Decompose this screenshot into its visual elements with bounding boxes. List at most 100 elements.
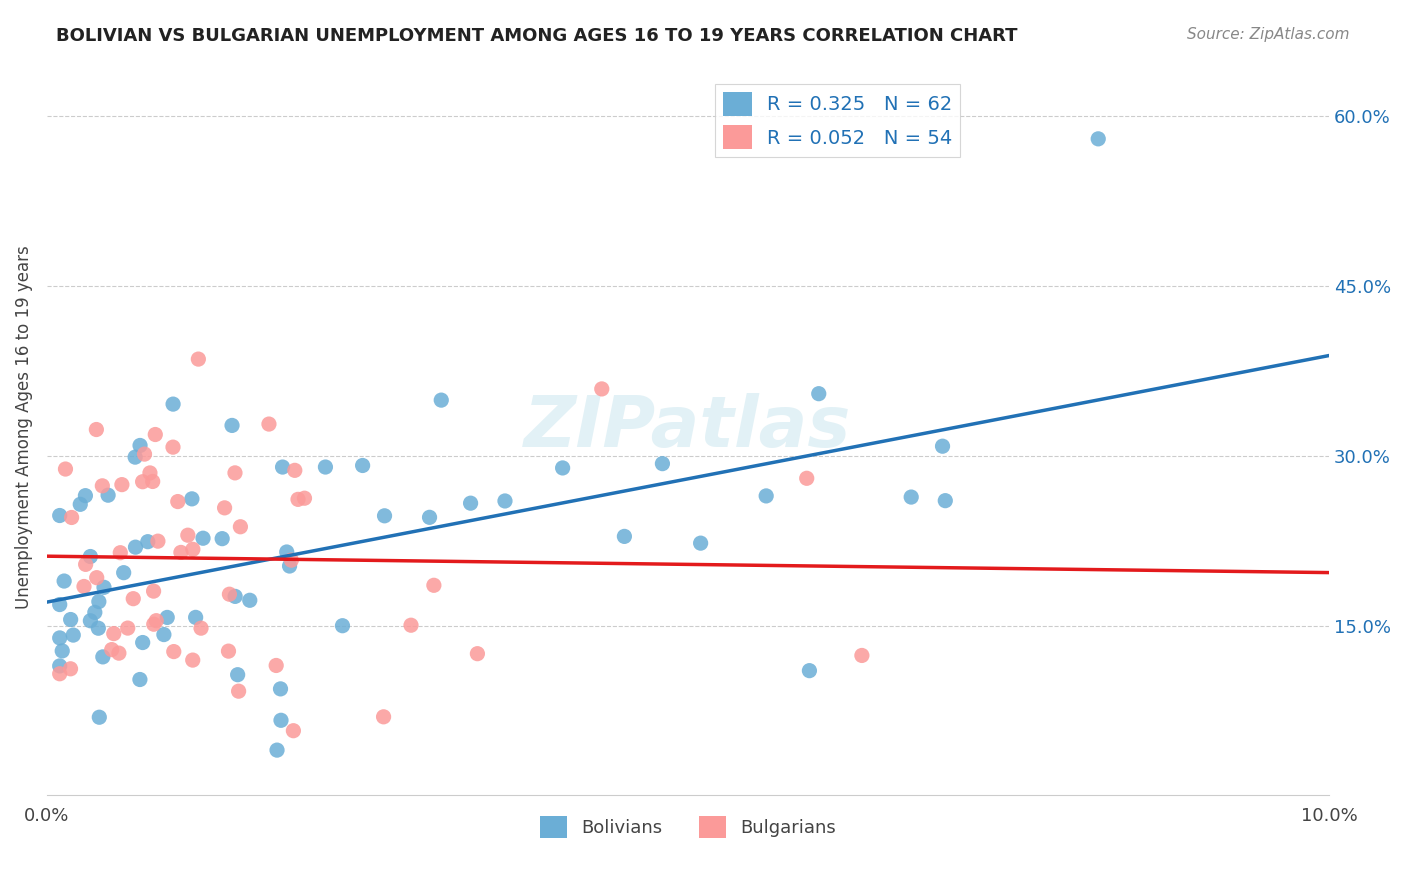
Point [162, 397, 184, 411]
Point [59, 662, 82, 676]
Point [79, 614, 101, 628]
Point [75, 489, 97, 503]
Point [270, 714, 292, 728]
Point [314, 460, 336, 475]
Point [55, 462, 77, 476]
Point [142, 475, 165, 489]
Point [796, 471, 818, 485]
Point [229, 520, 252, 534]
Point [181, 653, 204, 667]
Point [156, 610, 179, 624]
Text: Source: ZipAtlas.com: Source: ZipAtlas.com [1187, 27, 1350, 42]
Point [75, 558, 97, 572]
Point [221, 418, 243, 433]
Point [430, 393, 453, 408]
Point [136, 534, 159, 549]
Point [280, 553, 302, 567]
Point [59, 613, 82, 627]
Point [86, 571, 108, 585]
Text: ZIPatlas: ZIPatlas [524, 393, 852, 462]
Point [651, 457, 673, 471]
Point [278, 559, 301, 574]
Point [190, 621, 212, 635]
Point [48, 508, 70, 523]
Point [239, 593, 262, 607]
Point [62, 628, 84, 642]
Point [270, 681, 292, 696]
Point [97, 488, 120, 502]
Point [145, 614, 167, 628]
Point [111, 477, 134, 491]
Point [423, 578, 446, 592]
Point [177, 528, 200, 542]
Point [228, 684, 250, 698]
Point [266, 743, 288, 757]
Point [284, 463, 307, 477]
Point [163, 644, 186, 658]
Point [162, 440, 184, 454]
Point [48, 631, 70, 645]
Point [613, 529, 636, 543]
Point [131, 635, 153, 649]
Point [851, 648, 873, 663]
Point [153, 627, 176, 641]
Point [83, 606, 105, 620]
Point [110, 546, 132, 560]
Point [226, 667, 249, 681]
Point [214, 500, 236, 515]
Point [91, 479, 114, 493]
Point [87, 594, 110, 608]
Point [373, 508, 395, 523]
Point [48, 598, 70, 612]
Point [112, 566, 135, 580]
Point [419, 510, 441, 524]
Point [271, 460, 294, 475]
Point [373, 710, 395, 724]
Point [218, 644, 240, 658]
Point [100, 642, 122, 657]
Point [180, 491, 202, 506]
Point [142, 584, 165, 599]
Point [689, 536, 711, 550]
Point [117, 621, 139, 635]
Point [934, 493, 956, 508]
Point [87, 621, 110, 635]
Point [257, 417, 280, 431]
Point [93, 580, 115, 594]
Point [142, 617, 165, 632]
Point [89, 710, 111, 724]
Text: BOLIVIAN VS BULGARIAN UNEMPLOYMENT AMONG AGES 16 TO 19 YEARS CORRELATION CHART: BOLIVIAN VS BULGARIAN UNEMPLOYMENT AMONG… [56, 27, 1018, 45]
Point [184, 610, 207, 624]
Point [181, 542, 204, 557]
Point [129, 673, 152, 687]
Point [187, 352, 209, 367]
Point [467, 647, 489, 661]
Point [170, 545, 193, 559]
Point [224, 590, 246, 604]
Point [755, 489, 778, 503]
Point [129, 438, 152, 452]
Point [53, 574, 76, 588]
Legend: Bolivians, Bulgarians: Bolivians, Bulgarians [533, 809, 844, 846]
Point [73, 579, 96, 593]
Point [124, 540, 146, 554]
Point [51, 644, 73, 658]
Point [48, 666, 70, 681]
Point [1087, 132, 1109, 146]
Point [224, 466, 246, 480]
Point [79, 549, 101, 564]
Point [69, 497, 91, 511]
Y-axis label: Unemployment Among Ages 16 to 19 years: Unemployment Among Ages 16 to 19 years [15, 245, 32, 609]
Point [551, 461, 574, 475]
Point [108, 646, 131, 660]
Point [218, 587, 240, 601]
Point [48, 659, 70, 673]
Point [591, 382, 613, 396]
Point [211, 532, 233, 546]
Point [900, 490, 922, 504]
Point [60, 510, 83, 524]
Point [264, 658, 287, 673]
Point [122, 591, 145, 606]
Point [134, 447, 156, 461]
Point [352, 458, 374, 473]
